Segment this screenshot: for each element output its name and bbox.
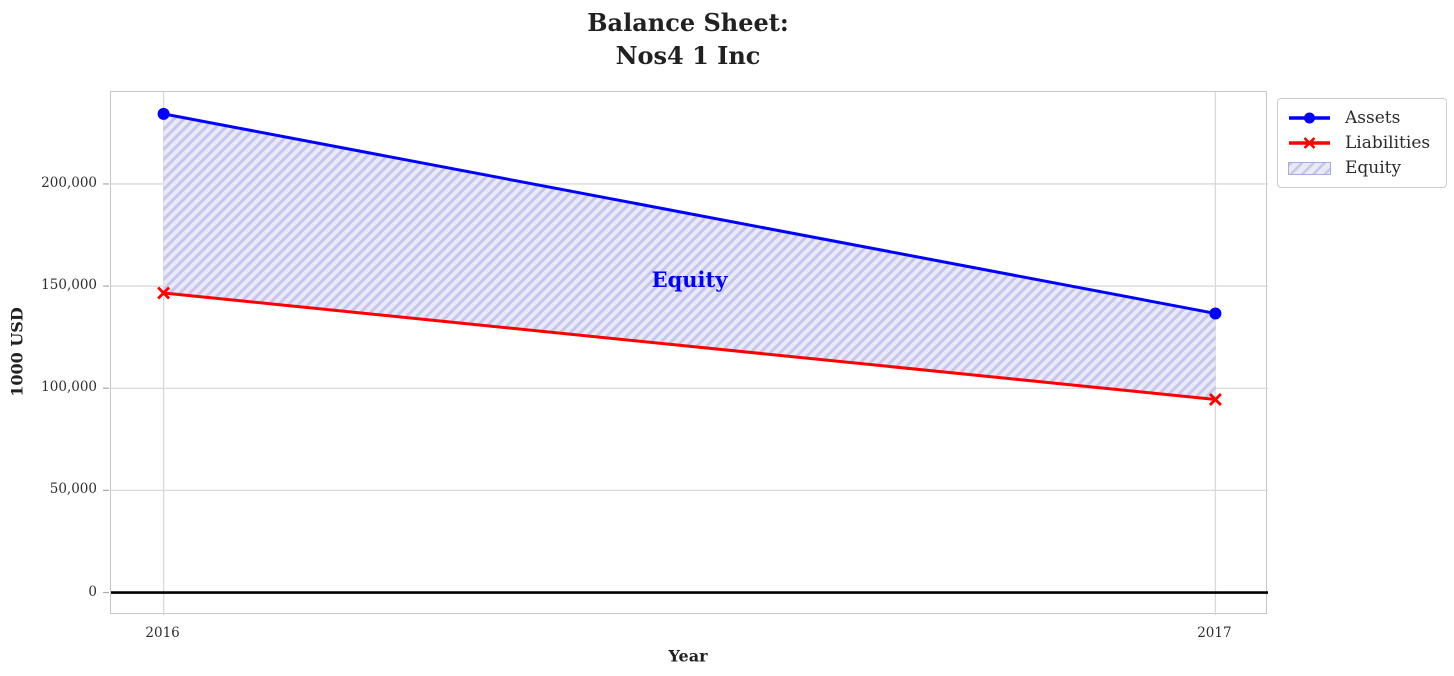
liabilities-line-icon: [1289, 137, 1330, 149]
equity-annotation: Equity: [652, 267, 729, 292]
assets-line: [162, 112, 1217, 315]
chart-canvas: Equity: [103, 92, 1268, 615]
liabilities-line: [162, 291, 1217, 401]
chart-title: Balance Sheet: Nos4 1 Inc: [0, 6, 1376, 72]
equity-hatch-icon: [1288, 161, 1331, 175]
legend-item-equity: Equity: [1288, 158, 1436, 178]
legend: Assets Liabilities Equity: [1277, 98, 1447, 188]
y-tick-label: 100,000: [41, 379, 97, 396]
y-tick-label: 200,000: [41, 174, 97, 191]
assets-line-icon: [1289, 112, 1330, 124]
y-tick-label: 50,000: [49, 481, 97, 498]
liabilities-markers: [157, 286, 1222, 406]
y-tick-label: 0: [88, 583, 97, 600]
y-tick-label: 150,000: [41, 277, 97, 294]
x-axis-title: Year: [668, 646, 708, 666]
legend-label-equity: Equity: [1345, 158, 1402, 178]
legend-label-assets: Assets: [1345, 108, 1401, 128]
legend-item-liabilities: Liabilities: [1288, 133, 1436, 153]
x-tick-label: 2016: [145, 625, 180, 641]
legend-label-liabilities: Liabilities: [1345, 133, 1431, 153]
assets-markers: [157, 107, 1222, 320]
chart-title-line1: Balance Sheet:: [587, 8, 789, 37]
plot-area: Equity: [103, 91, 1268, 615]
x-tick-label: 2017: [1197, 625, 1232, 641]
legend-item-assets: Assets: [1288, 108, 1436, 128]
equity-area: [163, 113, 1216, 400]
chart-title-line2: Nos4 1 Inc: [615, 41, 761, 70]
axis-tick-marks: [103, 183, 109, 594]
